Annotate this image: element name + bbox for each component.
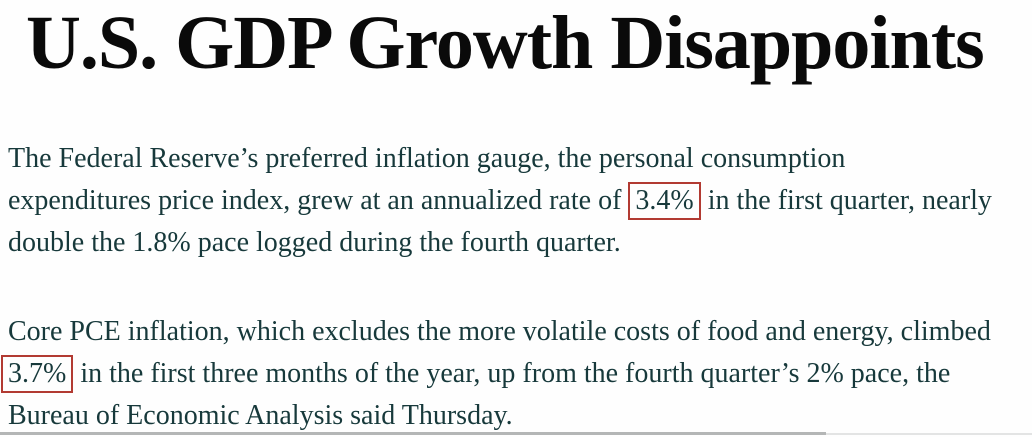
text-line: Bureau of Economic Analysis said Thursda… [8, 395, 1032, 437]
text-line: expenditures price index, grew at an ann… [8, 180, 1032, 222]
text-segment: in the first quarter, nearly [700, 185, 992, 216]
text-segment: double the 1.8% pace logged during the f… [8, 227, 621, 258]
article-headline: U.S. GDP Growth Disappoints [26, 1, 985, 85]
paragraph-pce-inflation: The Federal Reserve’s preferred inflatio… [8, 138, 1032, 264]
text-line: The Federal Reserve’s preferred inflatio… [8, 138, 1032, 180]
paragraph-core-pce: Core PCE inflation, which excludes the m… [1, 311, 1032, 437]
text-segment: Core PCE inflation, which excludes the m… [8, 316, 991, 347]
text-segment: expenditures price index, grew at an ann… [8, 185, 629, 216]
text-line: double the 1.8% pace logged during the f… [8, 222, 1032, 264]
text-segment: Bureau of Economic Analysis said Thursda… [8, 400, 513, 431]
article-body: The Federal Reserve’s preferred inflatio… [1, 138, 1032, 437]
text-line: Core PCE inflation, which excludes the m… [8, 311, 1032, 353]
cropped-next-line [0, 432, 826, 435]
highlight-box-core-pce-rate: 3.7% [1, 355, 74, 393]
text-line: 3.7% in the first three months of the ye… [1, 353, 1032, 395]
highlight-box-headline-pce-rate: 3.4% [628, 182, 701, 220]
text-segment: in the first three months of the year, u… [73, 358, 951, 389]
text-segment: The Federal Reserve’s preferred inflatio… [8, 143, 846, 174]
